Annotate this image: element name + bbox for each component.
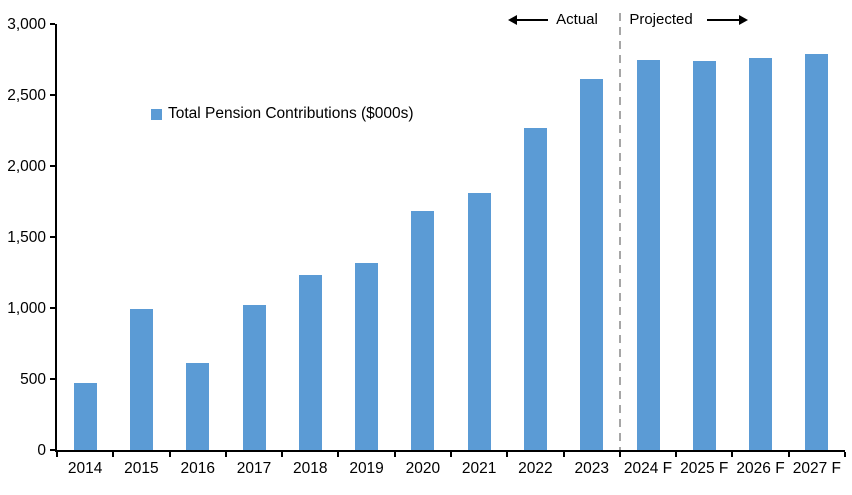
x-axis-tick bbox=[168, 452, 171, 457]
x-axis-tick bbox=[675, 452, 678, 457]
actual-projected-divider-line bbox=[618, 13, 621, 450]
x-axis-tick-label: 2014 bbox=[67, 460, 103, 477]
legend-swatch-icon bbox=[151, 108, 162, 120]
bar-2020 bbox=[411, 211, 435, 450]
x-axis-tick-label: 2025 F bbox=[680, 460, 729, 477]
y-axis-tick-label: 2,500 bbox=[7, 87, 46, 104]
bar-2023 bbox=[580, 79, 604, 450]
x-axis-tick-label: 2019 bbox=[349, 460, 384, 477]
bar-2016 bbox=[186, 363, 210, 450]
legend-label: Total Pension Contributions ($000s) bbox=[168, 105, 414, 122]
x-axis-tick bbox=[56, 452, 58, 457]
bar-2027-F bbox=[805, 53, 829, 450]
bar-2014 bbox=[73, 383, 97, 450]
y-axis-tick-label: 2,000 bbox=[7, 158, 46, 175]
bar-2019 bbox=[355, 262, 379, 450]
legend: Total Pension Contributions ($000s) bbox=[151, 105, 414, 123]
x-axis-tick bbox=[281, 452, 284, 457]
x-axis-tick-label: 2022 bbox=[518, 460, 553, 477]
x-axis-tick bbox=[506, 452, 509, 457]
y-axis-tick-label: 0 bbox=[37, 442, 46, 459]
y-axis-tick bbox=[50, 23, 55, 25]
x-axis-tick-label: 2027 F bbox=[792, 460, 841, 477]
y-axis-tick bbox=[50, 94, 55, 96]
x-axis-tick-label: 2018 bbox=[293, 460, 328, 477]
bar-2015 bbox=[129, 309, 153, 450]
left-arrow-icon bbox=[515, 19, 548, 21]
x-axis-tick-label: 2015 bbox=[124, 460, 159, 477]
right-arrow-head-icon bbox=[739, 15, 748, 25]
x-axis-tick bbox=[844, 452, 846, 457]
y-axis-tick-label: 1,000 bbox=[7, 300, 46, 317]
y-axis-tick bbox=[50, 165, 55, 167]
x-axis-tick bbox=[787, 452, 790, 457]
x-axis-tick bbox=[450, 452, 452, 457]
x-axis-tick-label: 2024 F bbox=[623, 460, 673, 477]
left-arrow-head-icon bbox=[508, 15, 517, 25]
y-axis-tick bbox=[50, 449, 55, 451]
y-axis-tick-label: 3,000 bbox=[7, 16, 46, 33]
bar-2024-F bbox=[636, 59, 660, 450]
x-axis-tick bbox=[618, 452, 621, 457]
x-axis-tick-label: 2017 bbox=[236, 460, 272, 477]
actual-section-label: Actual bbox=[556, 11, 598, 28]
x-axis-tick bbox=[112, 452, 115, 457]
x-axis-line bbox=[55, 450, 845, 452]
projected-section-label: Projected bbox=[629, 11, 693, 28]
bar-2025-F bbox=[692, 60, 716, 450]
x-axis-tick bbox=[731, 452, 734, 457]
x-axis-tick-label: 2016 bbox=[180, 460, 215, 477]
bar-2022 bbox=[523, 127, 547, 450]
y-axis-tick bbox=[50, 378, 55, 380]
x-axis-tick bbox=[393, 452, 396, 457]
bar-2017 bbox=[242, 305, 266, 450]
bar-2021 bbox=[467, 192, 491, 450]
x-axis-tick bbox=[337, 452, 340, 457]
x-axis-tick-label: 2026 F bbox=[736, 460, 785, 477]
x-axis-tick-label: 2023 bbox=[574, 460, 609, 477]
x-axis-tick-label: 2020 bbox=[405, 460, 441, 477]
bar-2018 bbox=[298, 275, 322, 450]
y-axis-tick bbox=[50, 307, 55, 309]
right-arrow-icon bbox=[707, 19, 740, 21]
bar-2026-F bbox=[749, 58, 773, 450]
y-axis-tick bbox=[50, 236, 55, 238]
x-axis-tick bbox=[562, 452, 565, 457]
y-axis-tick-label: 500 bbox=[20, 371, 46, 388]
x-axis-tick bbox=[224, 452, 227, 457]
x-axis-tick-label: 2021 bbox=[461, 460, 497, 477]
y-axis-tick-label: 1,500 bbox=[7, 229, 46, 246]
y-axis-line bbox=[55, 24, 57, 452]
